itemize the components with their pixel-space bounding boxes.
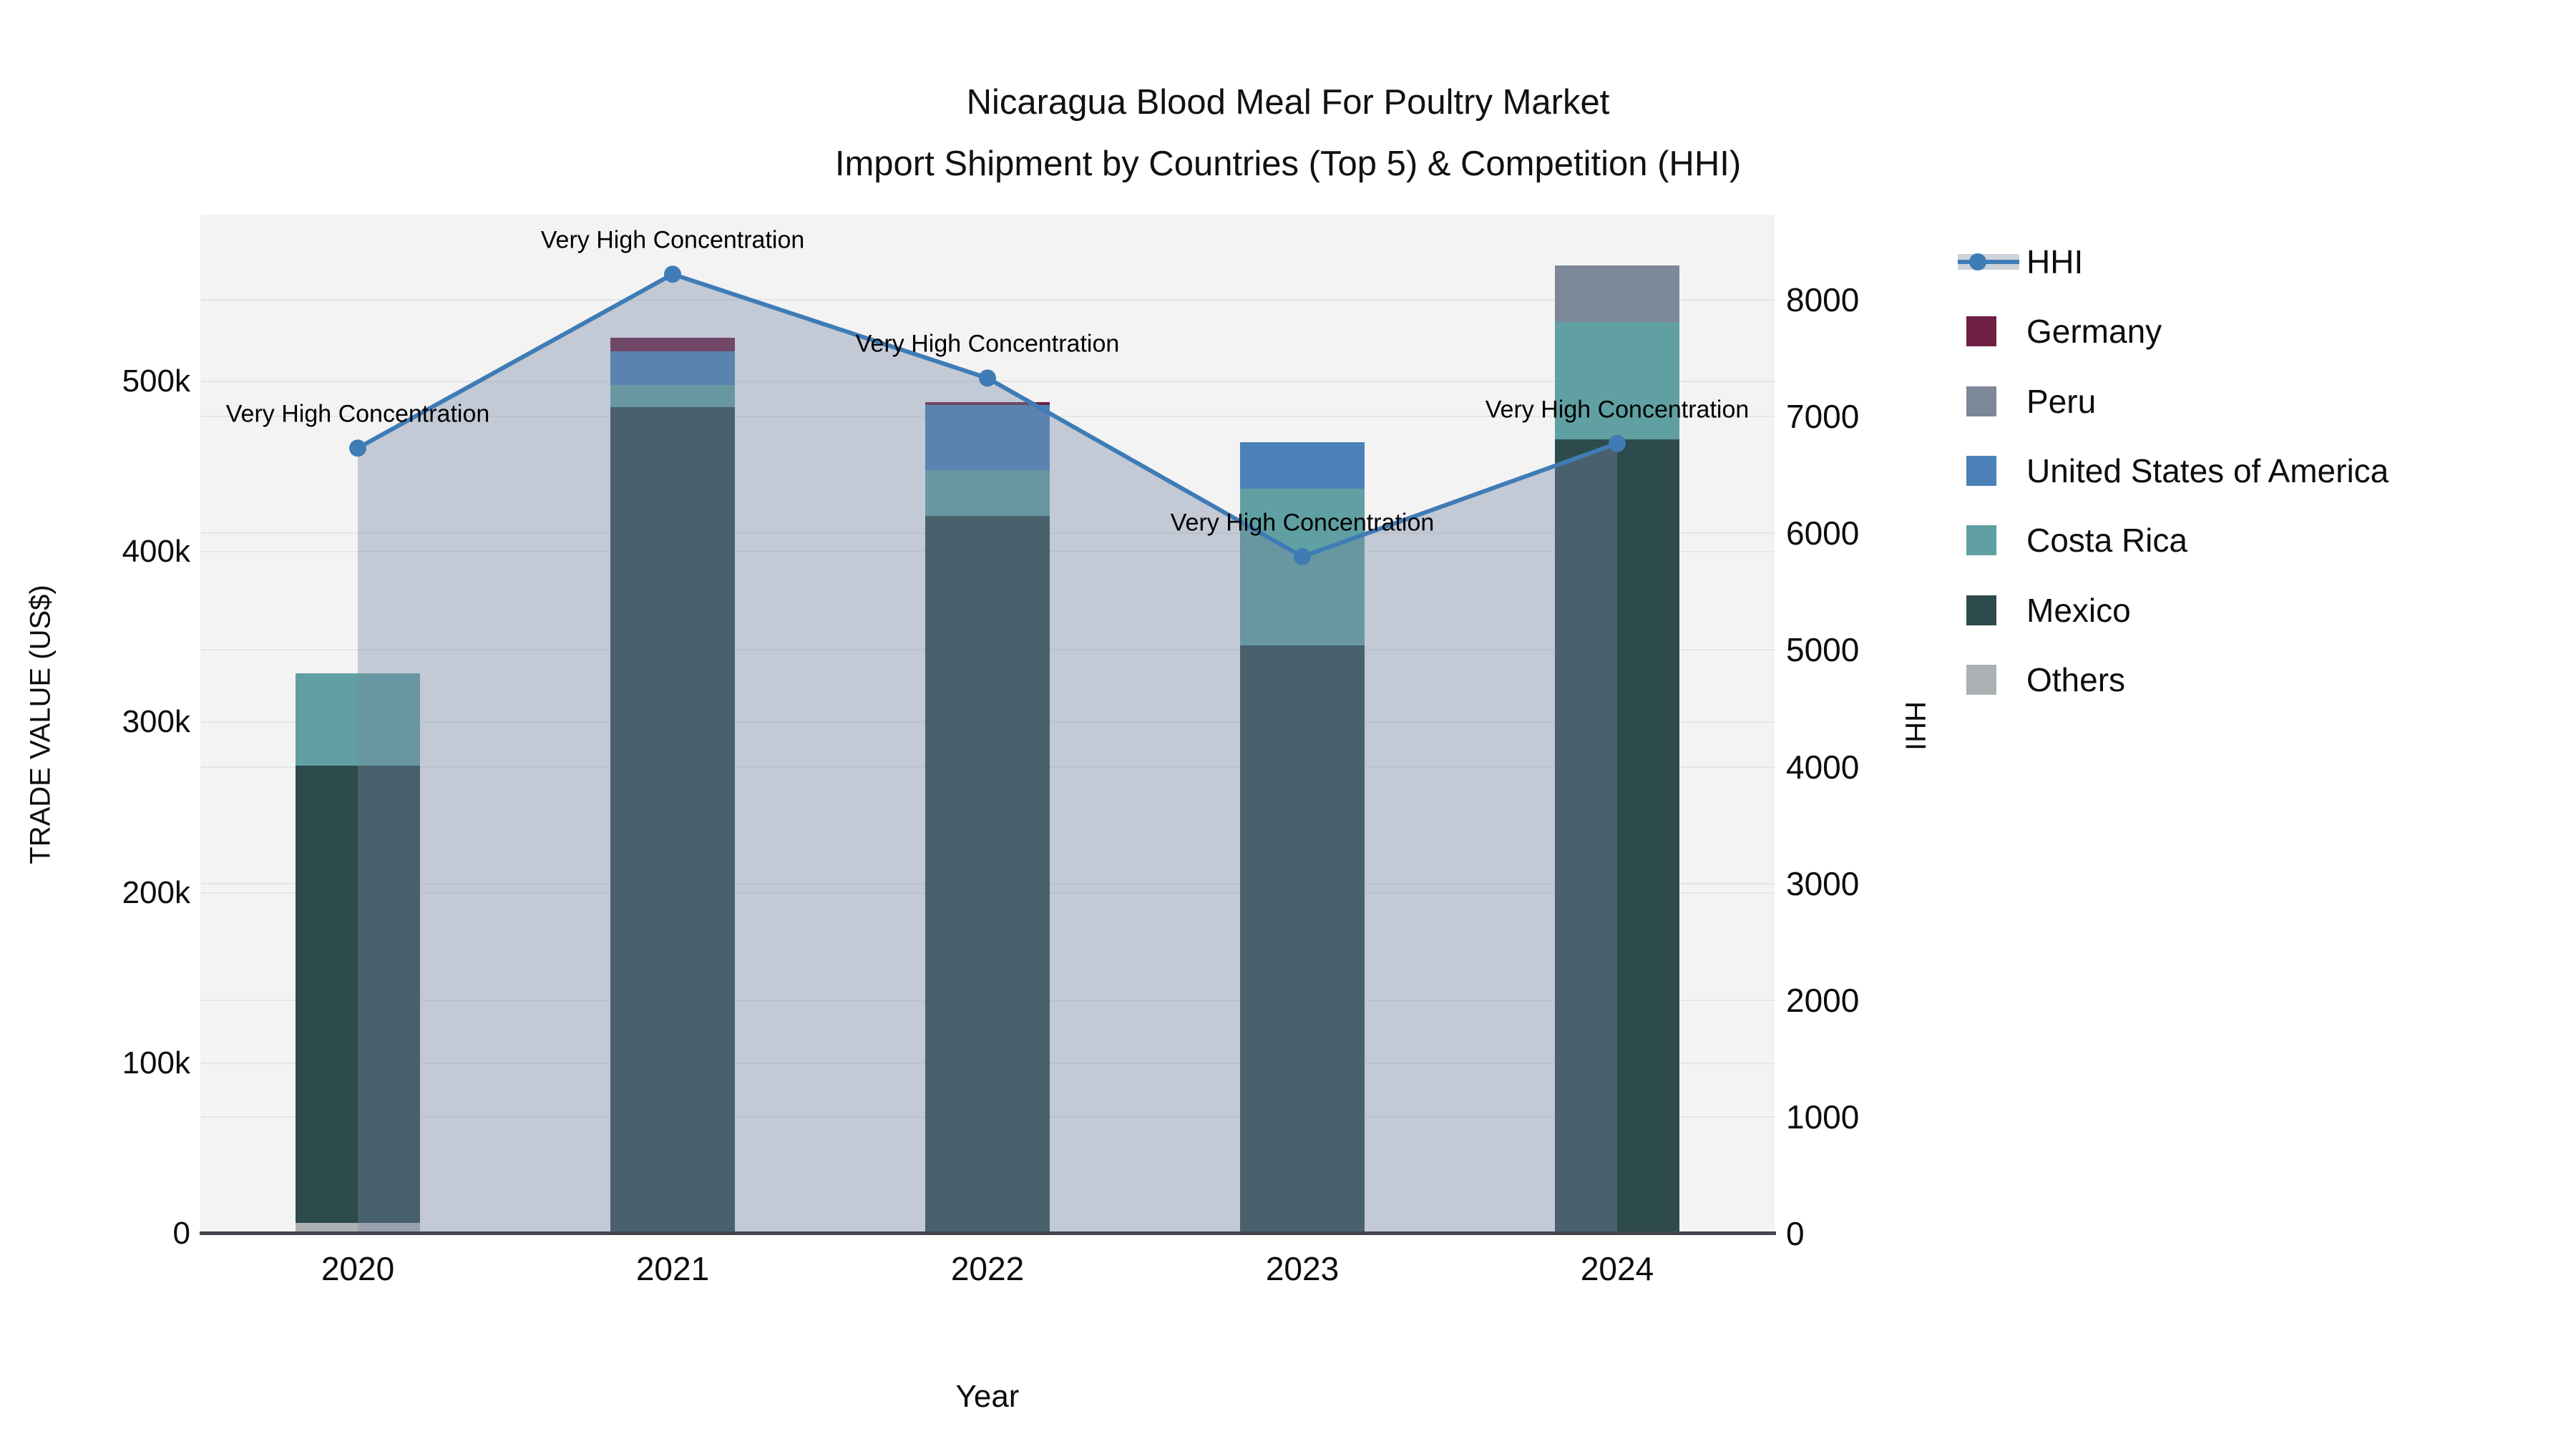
y-left-tick-200k: 200k	[122, 874, 190, 910]
hhi-line-layer	[349, 265, 1626, 1234]
annotation-2020: Very High Concentration	[225, 400, 490, 428]
bar-segment-peru-2024[interactable]	[1555, 265, 1679, 322]
legend-swatch-mexico	[1966, 595, 1996, 625]
y-right-tick-6000: 6000	[1786, 514, 1860, 552]
chart-title-line1: Nicaragua Blood Meal For Poultry Market	[966, 83, 1610, 122]
plot-area: Very High Concentration Very High Concent…	[200, 215, 1775, 1234]
annotation-2022: Very High Concentration	[855, 330, 1120, 358]
legend-label-costa-rica: Costa Rica	[2026, 522, 2187, 560]
x-tick-2020: 2020	[321, 1250, 395, 1287]
legend-label-germany: Germany	[2026, 313, 2162, 351]
y-right-tick-2000: 2000	[1786, 981, 1860, 1019]
x-tick-2021: 2021	[635, 1250, 710, 1287]
gridline	[200, 299, 1775, 301]
bar-segment-costa-rica-2020[interactable]	[296, 673, 420, 766]
legend-label-united-states-of-america: United States of America	[2026, 452, 2389, 489]
legend-label-others: Others	[2026, 660, 2126, 698]
legend-swatch-costa-rica	[1966, 525, 1996, 556]
y-right-tick-0: 0	[1786, 1215, 1805, 1252]
x-axis-title: Year	[955, 1379, 1020, 1414]
bar-segment-united-states-of-america-2023[interactable]	[1240, 441, 1365, 489]
legend-swatch-united-states-of-america	[1966, 455, 1996, 486]
bar-segment-mexico-2023[interactable]	[1240, 645, 1365, 1234]
legend-label-hhi: HHI	[2026, 243, 2084, 280]
bar-segment-germany-2021[interactable]	[610, 338, 735, 352]
bar-segment-germany-2022[interactable]	[925, 401, 1050, 406]
legend-swatch-peru	[1966, 386, 1996, 416]
legend-label-peru: Peru	[2026, 382, 2097, 420]
y-right-tick-3000: 3000	[1786, 864, 1860, 902]
chart-title: Nicaragua Blood Meal For Poultry Market …	[0, 72, 2576, 195]
bar-segment-united-states-of-america-2021[interactable]	[610, 351, 735, 385]
bar-segment-mexico-2020[interactable]	[296, 766, 420, 1223]
hhi-area-fill	[358, 274, 1617, 1234]
y-right-tick-8000: 8000	[1786, 281, 1860, 319]
bar-segment-costa-rica-2023[interactable]	[1240, 489, 1365, 646]
hhi-marker-2022[interactable]	[979, 369, 996, 387]
y-axis-right-title: HHI	[1899, 701, 1931, 751]
x-tick-2024: 2024	[1580, 1250, 1654, 1287]
chart-title-line2: Import Shipment by Countries (Top 5) & C…	[834, 145, 1742, 183]
hhi-marker-2023[interactable]	[1294, 547, 1311, 565]
hhi-marker-2020[interactable]	[349, 439, 366, 457]
y-left-tick-100k: 100k	[122, 1045, 190, 1080]
x-tick-2023: 2023	[1265, 1250, 1340, 1287]
y-right-tick-4000: 4000	[1786, 748, 1860, 786]
annotation-2021: Very High Concentration	[540, 226, 805, 254]
legend-hhi-line-sample	[1958, 260, 2019, 264]
hhi-marker-2024[interactable]	[1609, 434, 1626, 452]
y-left-tick-0: 0	[172, 1216, 190, 1251]
bar-segment-costa-rica-2024[interactable]	[1555, 321, 1679, 439]
legend-swatch-germany	[1966, 316, 1996, 347]
annotation-2023: Very High Concentration	[1170, 509, 1435, 537]
bar-segment-mexico-2022[interactable]	[925, 516, 1050, 1234]
annotation-2024: Very High Concentration	[1485, 396, 1750, 424]
legend-swatch-others	[1966, 664, 1996, 695]
bar-segment-mexico-2024[interactable]	[1555, 439, 1679, 1234]
bar-segment-costa-rica-2021[interactable]	[610, 384, 735, 407]
y-left-tick-400k: 400k	[122, 534, 190, 570]
y-right-tick-1000: 1000	[1786, 1098, 1860, 1136]
bar-segment-mexico-2021[interactable]	[610, 406, 735, 1234]
bar-segment-united-states-of-america-2022[interactable]	[925, 405, 1050, 470]
y-axis-left-title: TRADE VALUE (US$)	[24, 585, 57, 864]
bar-segment-others-2020[interactable]	[296, 1222, 420, 1234]
legend-hhi-marker-sample	[1969, 253, 1986, 270]
x-axis-line	[200, 1231, 1776, 1235]
x-tick-2022: 2022	[950, 1250, 1025, 1287]
y-right-tick-7000: 7000	[1786, 398, 1860, 436]
hhi-marker-2021[interactable]	[664, 265, 681, 283]
y-right-tick-5000: 5000	[1786, 631, 1860, 669]
y-left-tick-500k: 500k	[122, 363, 190, 399]
y-left-tick-300k: 300k	[122, 704, 190, 740]
bar-segment-costa-rica-2022[interactable]	[925, 469, 1050, 517]
legend-label-mexico: Mexico	[2026, 591, 2131, 629]
